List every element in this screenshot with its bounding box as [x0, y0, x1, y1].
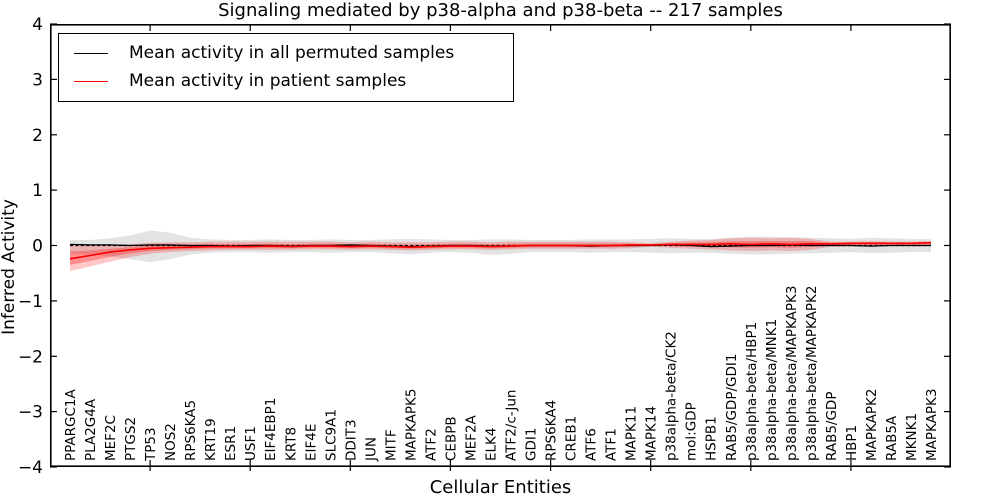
patient-mean-line: [69, 241, 932, 260]
category-label: MEF2C: [103, 415, 119, 461]
legend-entry-patient: Mean activity in patient samples: [59, 67, 513, 95]
category-label: RPS6KA5: [183, 400, 199, 461]
x-axis-label: Cellular Entities: [429, 477, 572, 498]
category-label: ESR1: [223, 426, 239, 461]
category-label: RAB5A: [884, 415, 900, 461]
category-label: MKNK1: [904, 413, 920, 461]
y-tick-label: −4: [18, 458, 43, 478]
category-label: RAB5/GDP/GDI1: [724, 354, 740, 461]
category-label: ATF6: [584, 428, 600, 461]
legend-label-permuted: Mean activity in all permuted samples: [129, 43, 455, 63]
category-label: MEF2A: [464, 414, 480, 461]
y-tick-label: −2: [18, 347, 43, 367]
category-label: p38alpha-beta/MAPKAPK3: [784, 286, 800, 462]
category-label: p38alpha-beta/MNK1: [764, 319, 780, 461]
category-label: PTGS2: [123, 417, 139, 461]
category-label: ATF1: [604, 428, 620, 461]
category-label: MAPKAPK5: [403, 389, 419, 461]
y-tick-label: 1: [32, 181, 43, 201]
y-tick-label: −3: [18, 403, 43, 423]
category-label: DDIT3: [343, 419, 359, 461]
category-label: TP53: [143, 427, 159, 462]
category-label: ELK4: [484, 428, 500, 462]
category-label: JUN: [363, 437, 379, 462]
legend: Mean activity in all permuted samples Me…: [58, 33, 514, 102]
category-label: ATF2/c-Jun: [504, 390, 520, 461]
category-label: KRT8: [283, 427, 299, 461]
category-label: MAPK11: [624, 406, 640, 461]
category-label: HSPB1: [704, 416, 720, 461]
category-label: p38alpha-beta/CK2: [664, 331, 680, 461]
chart-title: Signaling mediated by p38-alpha and p38-…: [218, 0, 783, 21]
category-label: RPS6KA4: [544, 400, 560, 461]
legend-line-red: [74, 80, 108, 82]
category-label: MAPKAPK3: [924, 389, 940, 461]
category-label: MAPKAPK2: [864, 389, 880, 461]
legend-label-patient: Mean activity in patient samples: [129, 71, 407, 91]
category-label: USF1: [243, 426, 259, 461]
category-label: MAPK14: [644, 406, 660, 461]
category-label: p38alpha-beta/HBP1: [744, 322, 760, 461]
y-axis-label: Inferred Activity: [0, 199, 19, 335]
legend-entry-permuted: Mean activity in all permuted samples: [59, 39, 513, 67]
category-label: p38alpha-beta/MAPKAPK2: [804, 286, 820, 462]
category-label: EIF4EBP1: [263, 398, 279, 461]
y-tick-label: 0: [32, 237, 43, 257]
category-label: SLC9A1: [323, 409, 339, 461]
legend-line-black: [74, 52, 108, 54]
y-tick-label: 4: [32, 15, 43, 35]
y-tick-label: 2: [32, 126, 43, 146]
category-label: MITF: [383, 429, 399, 461]
category-label: GDI1: [524, 428, 540, 461]
category-label: RAB5/GDP: [824, 392, 840, 461]
category-label: PPARGC1A: [63, 388, 79, 461]
y-tick-label: 3: [32, 70, 43, 90]
category-label: HBP1: [844, 425, 860, 461]
category-label: CREB1: [564, 416, 580, 461]
category-label: EIF4E: [303, 424, 319, 461]
category-label: PLA2G4A: [83, 398, 99, 461]
category-label: NOS2: [163, 423, 179, 461]
category-label: CEBPB: [443, 416, 459, 461]
category-label: ATF2: [423, 428, 439, 461]
y-tick-label: −1: [18, 292, 43, 312]
category-label: KRT19: [203, 418, 219, 461]
category-label: mol:GDP: [684, 402, 700, 461]
